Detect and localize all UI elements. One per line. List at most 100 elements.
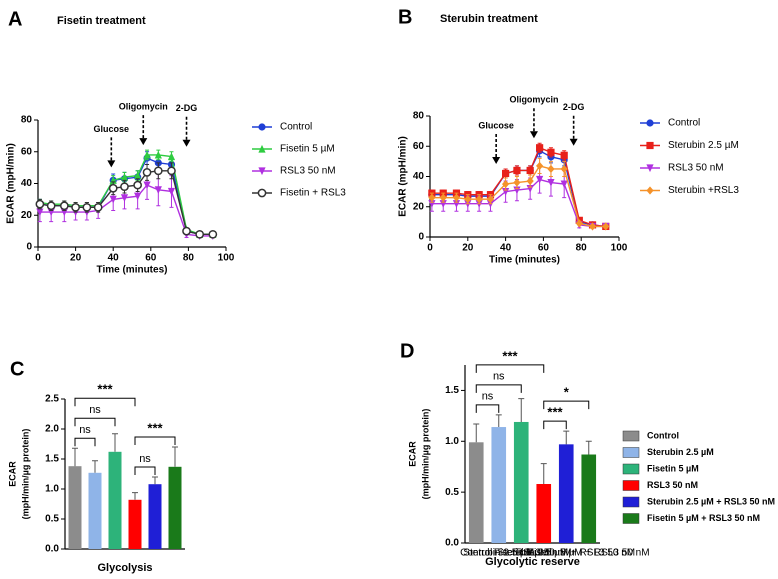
legend-swatch (622, 447, 640, 458)
marker (428, 193, 436, 202)
x-tick-label: 80 (576, 243, 588, 254)
marker (646, 119, 654, 127)
marker (526, 176, 534, 186)
y-tick-label: 60 (21, 146, 33, 157)
significance-label: * (564, 385, 570, 400)
bar (108, 451, 122, 549)
legend-label: Sterubin 2.5 µM (668, 140, 739, 151)
annotation-arrowhead (529, 131, 538, 139)
y-tick-label: 2.5 (45, 394, 59, 405)
marker (258, 167, 266, 176)
x-tick-label: 0 (427, 243, 433, 254)
annotation-arrowhead (139, 138, 148, 146)
significance-label: ns (482, 391, 494, 403)
bar (68, 466, 82, 549)
y-tick-label: 0.0 (45, 544, 59, 555)
marker (109, 195, 117, 204)
y-tick-label: 20 (21, 210, 33, 221)
x-tick-label: RSL3 50 nM (516, 548, 572, 559)
marker (536, 161, 544, 171)
significance-bracket (74, 437, 96, 447)
error-bar (585, 440, 592, 455)
annotation-arrowhead (107, 160, 116, 168)
x-tick-label: 100 (611, 243, 628, 254)
marker (208, 229, 218, 239)
y-axis-label: ECAR (407, 441, 417, 467)
x-axis-label: Time (minutes) (489, 255, 560, 266)
significance-bracket (74, 417, 116, 427)
legend-label: Fisetin 5 µM + RSL3 50 nM (647, 513, 760, 523)
bar (536, 484, 552, 543)
annotation-label: 2-DG (563, 102, 585, 112)
marker (452, 193, 461, 202)
marker (439, 193, 447, 202)
legend-swatch (622, 513, 640, 524)
error-bar (540, 463, 547, 485)
marker (257, 188, 267, 198)
marker (195, 229, 205, 239)
marker (646, 141, 654, 150)
annotation-arrowhead (182, 139, 191, 147)
significance-bracket (74, 397, 136, 407)
y-tick-label: 0.5 (445, 487, 459, 498)
marker (153, 166, 163, 176)
marker (35, 199, 45, 209)
significance-label: ns (89, 404, 101, 416)
marker (464, 195, 472, 204)
y-tick-label: 1.5 (445, 385, 459, 396)
legend-label: Control (647, 430, 679, 440)
x-tick-label: 60 (538, 243, 550, 254)
marker (486, 195, 495, 204)
marker (143, 150, 151, 159)
y-tick-label: 2.0 (45, 424, 59, 435)
error-bar (473, 423, 480, 443)
marker (602, 222, 610, 231)
significance-bracket (543, 420, 567, 430)
marker (526, 166, 534, 175)
legend-label: Fisetin 5 µM (647, 463, 699, 473)
marker (258, 123, 266, 131)
marker (154, 186, 162, 194)
error-bar (132, 492, 138, 500)
marker (133, 180, 142, 190)
annotation-label: Glucose (478, 120, 514, 130)
bar (468, 442, 484, 543)
marker (36, 208, 44, 217)
legend-swatch (622, 463, 640, 475)
x-tick-label: Sterubin 2.5 µM (463, 548, 534, 559)
legend-label: Control (668, 118, 700, 129)
bar (513, 421, 529, 543)
annotation-label: Oligomycin (509, 95, 558, 105)
legend-label: Sterubin 2.5 µM (647, 447, 714, 457)
panel-label: D (400, 340, 414, 362)
chart-title: Sterubin treatment (440, 13, 538, 25)
marker (71, 202, 80, 212)
marker (536, 175, 544, 184)
marker (560, 151, 568, 159)
annotation-arrowhead (569, 138, 578, 146)
legend-label: RSL3 50 nM (668, 163, 724, 174)
marker (120, 173, 129, 181)
legend-label: RSL3 50 nM (280, 166, 336, 177)
marker (134, 192, 142, 201)
legend-label: RSL3 50 nM (647, 480, 698, 490)
marker (258, 144, 266, 153)
y-axis-label: ECAR (mpH/min) (398, 136, 409, 217)
y-tick-label: 0 (418, 232, 424, 243)
marker (46, 201, 56, 211)
y-axis-label: (mpH/min/µg protein) (20, 429, 30, 520)
marker (575, 219, 583, 228)
panel-label: B (398, 6, 412, 28)
error-bar (92, 460, 98, 473)
significance-bracket (475, 364, 545, 373)
error-bar (112, 433, 118, 452)
x-tick-label: 80 (183, 253, 195, 264)
marker (182, 226, 191, 236)
marker (560, 180, 568, 189)
marker (475, 195, 483, 204)
marker (502, 169, 510, 178)
y-tick-label: 40 (21, 178, 33, 189)
y-tick-label: 80 (413, 111, 425, 122)
significance-bracket (475, 384, 522, 393)
